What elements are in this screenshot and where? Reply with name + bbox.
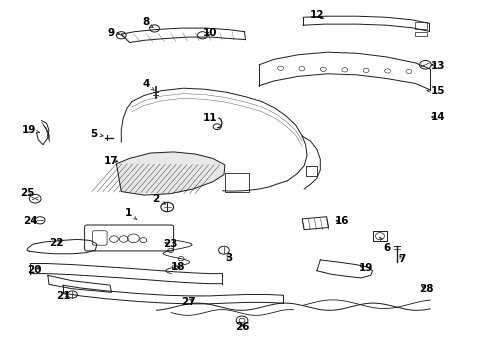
Text: 27: 27 bbox=[181, 297, 195, 307]
Text: 23: 23 bbox=[163, 239, 177, 249]
Text: 12: 12 bbox=[309, 10, 324, 20]
Text: 21: 21 bbox=[56, 291, 71, 301]
Text: 20: 20 bbox=[27, 265, 41, 275]
Text: 11: 11 bbox=[203, 113, 217, 123]
Text: 14: 14 bbox=[429, 112, 444, 122]
Text: 19: 19 bbox=[358, 263, 372, 273]
Text: 7: 7 bbox=[397, 254, 405, 264]
Text: 10: 10 bbox=[203, 28, 217, 38]
Text: 28: 28 bbox=[418, 284, 433, 294]
Text: 24: 24 bbox=[23, 216, 38, 226]
Text: 9: 9 bbox=[108, 28, 119, 38]
Text: 19: 19 bbox=[22, 125, 40, 135]
Text: 3: 3 bbox=[225, 253, 232, 264]
Polygon shape bbox=[116, 152, 224, 195]
Text: 6: 6 bbox=[379, 238, 390, 253]
Text: 16: 16 bbox=[334, 216, 349, 226]
Text: 22: 22 bbox=[49, 238, 63, 248]
Text: 1: 1 bbox=[124, 208, 137, 220]
Text: 18: 18 bbox=[171, 262, 185, 272]
Text: 8: 8 bbox=[142, 17, 153, 28]
Text: 25: 25 bbox=[20, 188, 34, 198]
Text: 4: 4 bbox=[142, 78, 154, 91]
Text: 5: 5 bbox=[90, 129, 103, 139]
Text: 2: 2 bbox=[152, 194, 165, 204]
Text: 13: 13 bbox=[429, 60, 444, 71]
Text: 15: 15 bbox=[427, 86, 444, 96]
Text: 17: 17 bbox=[104, 156, 119, 166]
Text: 26: 26 bbox=[234, 322, 249, 332]
